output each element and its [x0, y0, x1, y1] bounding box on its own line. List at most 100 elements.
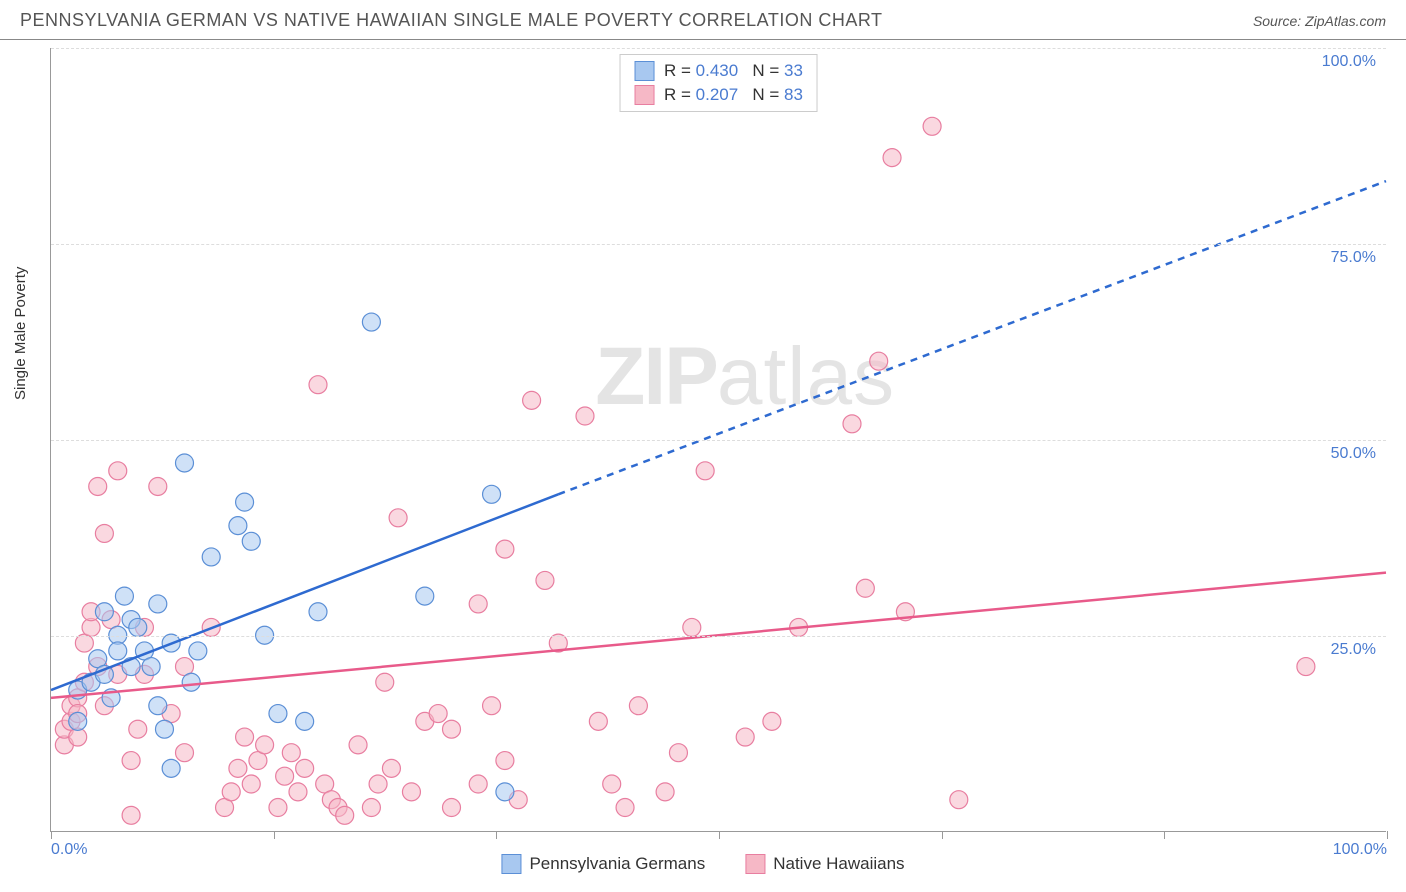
data-point [309, 376, 327, 394]
data-point [242, 532, 260, 550]
data-point [496, 752, 514, 770]
data-point [589, 712, 607, 730]
data-point [382, 759, 400, 777]
data-point [242, 775, 260, 793]
data-point [362, 799, 380, 817]
stats-text: R = 0.207 N = 83 [664, 85, 803, 105]
legend-swatch [745, 854, 765, 874]
data-point [202, 548, 220, 566]
source-label: Source: ZipAtlas.com [1253, 13, 1386, 29]
x-tick-label: 0.0% [51, 841, 87, 859]
data-point [122, 752, 140, 770]
x-tick [1164, 831, 1165, 839]
data-point [349, 736, 367, 754]
data-point [149, 697, 167, 715]
data-point [149, 477, 167, 495]
data-point [536, 571, 554, 589]
data-point [229, 759, 247, 777]
data-point [269, 799, 287, 817]
stats-row: R = 0.430 N = 33 [634, 59, 803, 83]
x-tick [496, 831, 497, 839]
data-point [483, 697, 501, 715]
legend-item: Pennsylvania Germans [501, 854, 705, 874]
data-point [296, 759, 314, 777]
y-axis-label: Single Male Poverty [12, 267, 29, 400]
data-point [296, 712, 314, 730]
data-point [736, 728, 754, 746]
data-point [429, 705, 447, 723]
data-point [95, 524, 113, 542]
legend-swatch [501, 854, 521, 874]
data-point [843, 415, 861, 433]
data-point [282, 744, 300, 762]
data-point [176, 744, 194, 762]
y-tick-label: 75.0% [1331, 249, 1376, 267]
data-point [289, 783, 307, 801]
data-point [469, 595, 487, 613]
y-tick-label: 100.0% [1322, 53, 1376, 71]
x-tick [942, 831, 943, 839]
y-tick-label: 50.0% [1331, 445, 1376, 463]
data-point [629, 697, 647, 715]
data-point [89, 477, 107, 495]
data-point [69, 712, 87, 730]
legend-bottom: Pennsylvania Germans Native Hawaiians [501, 854, 904, 874]
data-point [443, 720, 461, 738]
gridline [51, 48, 1386, 49]
data-point [182, 673, 200, 691]
data-point [763, 712, 781, 730]
data-point [870, 352, 888, 370]
data-point [616, 799, 634, 817]
data-point [189, 642, 207, 660]
x-tick [51, 831, 52, 839]
data-point [369, 775, 387, 793]
data-point [129, 720, 147, 738]
data-point [155, 720, 173, 738]
data-point [142, 658, 160, 676]
data-point [362, 313, 380, 331]
data-point [122, 806, 140, 824]
gridline [51, 440, 1386, 441]
trend-line [558, 181, 1386, 494]
data-point [109, 642, 127, 660]
data-point [402, 783, 420, 801]
data-point [496, 540, 514, 558]
data-point [669, 744, 687, 762]
data-point [336, 806, 354, 824]
data-point [129, 618, 147, 636]
data-point [469, 775, 487, 793]
legend-label: Native Hawaiians [773, 854, 904, 874]
legend-item: Native Hawaiians [745, 854, 904, 874]
data-point [115, 587, 133, 605]
data-point [236, 728, 254, 746]
data-point [95, 603, 113, 621]
data-point [109, 462, 127, 480]
data-point [523, 391, 541, 409]
data-point [1297, 658, 1315, 676]
data-point [236, 493, 254, 511]
data-point [656, 783, 674, 801]
data-point [950, 791, 968, 809]
data-point [222, 783, 240, 801]
data-point [229, 517, 247, 535]
data-point [149, 595, 167, 613]
legend-label: Pennsylvania Germans [529, 854, 705, 874]
x-tick [274, 831, 275, 839]
gridline [51, 244, 1386, 245]
stats-legend-box: R = 0.430 N = 33 R = 0.207 N = 83 [619, 54, 818, 112]
data-point [856, 579, 874, 597]
stats-row: R = 0.207 N = 83 [634, 83, 803, 107]
data-point [683, 618, 701, 636]
stats-text: R = 0.430 N = 33 [664, 61, 803, 81]
data-point [176, 454, 194, 472]
data-point [496, 783, 514, 801]
data-point [883, 149, 901, 167]
x-tick [1387, 831, 1388, 839]
data-point [389, 509, 407, 527]
data-point [603, 775, 621, 793]
data-point [696, 462, 714, 480]
data-point [276, 767, 294, 785]
legend-swatch [634, 85, 654, 105]
data-point [256, 736, 274, 754]
data-point [443, 799, 461, 817]
